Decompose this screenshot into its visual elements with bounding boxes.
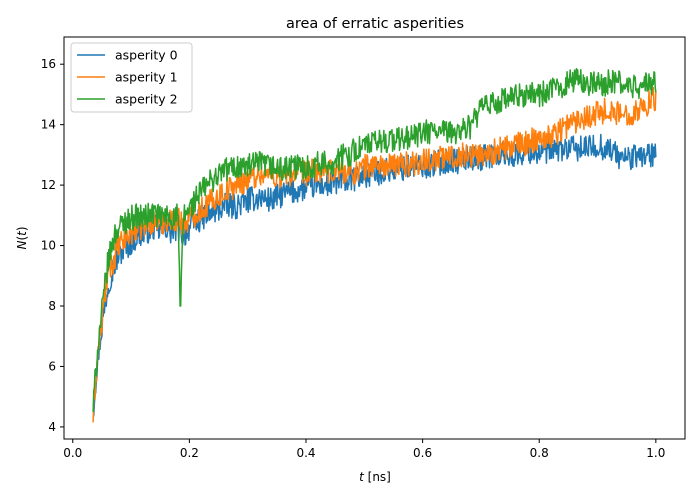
x-axis-label: t [ns]: [359, 470, 391, 484]
y-tick-label-2: 8: [48, 299, 56, 313]
legend-label-1: asperity 1: [115, 70, 178, 85]
x-tick-label-5: 1.0: [646, 446, 665, 460]
x-axis-variable: t: [359, 470, 365, 484]
y-axis: 4 6 8 10 12 14 16: [41, 57, 64, 434]
y-tick-label-5: 14: [41, 118, 56, 132]
y-axis-close-paren: ): [15, 226, 29, 231]
x-tick-label-3: 0.6: [413, 446, 432, 460]
legend-label-0: asperity 0: [115, 48, 178, 63]
x-tick-label-0: 0.0: [63, 446, 82, 460]
legend-label-2: asperity 2: [115, 92, 178, 107]
x-axis: 0.0 0.2 0.4 0.6 0.8 1.0: [63, 439, 665, 460]
legend: asperity 0 asperity 1 asperity 2: [70, 42, 193, 113]
series-line-1: [92, 86, 657, 423]
y-axis-label: N(t): [15, 226, 29, 249]
x-axis-unit: [ns]: [364, 470, 391, 484]
series-line-0: [92, 133, 657, 418]
y-axis-function: N: [15, 241, 29, 250]
x-tick-label-4: 0.8: [530, 446, 549, 460]
y-axis-open-paren: (: [15, 236, 29, 241]
x-tick-label-1: 0.2: [180, 446, 199, 460]
legend-box: [70, 42, 193, 113]
y-tick-label-4: 12: [41, 178, 56, 192]
chart-title: area of erratic asperities: [286, 16, 464, 32]
y-tick-label-0: 4: [48, 420, 56, 434]
series-line-2: [92, 67, 657, 413]
x-tick-label-2: 0.4: [296, 446, 315, 460]
y-axis-argument: t: [15, 230, 29, 236]
plot-area-frame: [63, 36, 686, 440]
series-layer: [92, 67, 657, 423]
y-tick-label-1: 6: [48, 359, 56, 373]
y-tick-label-3: 10: [41, 239, 56, 253]
y-tick-label-6: 16: [41, 57, 56, 71]
